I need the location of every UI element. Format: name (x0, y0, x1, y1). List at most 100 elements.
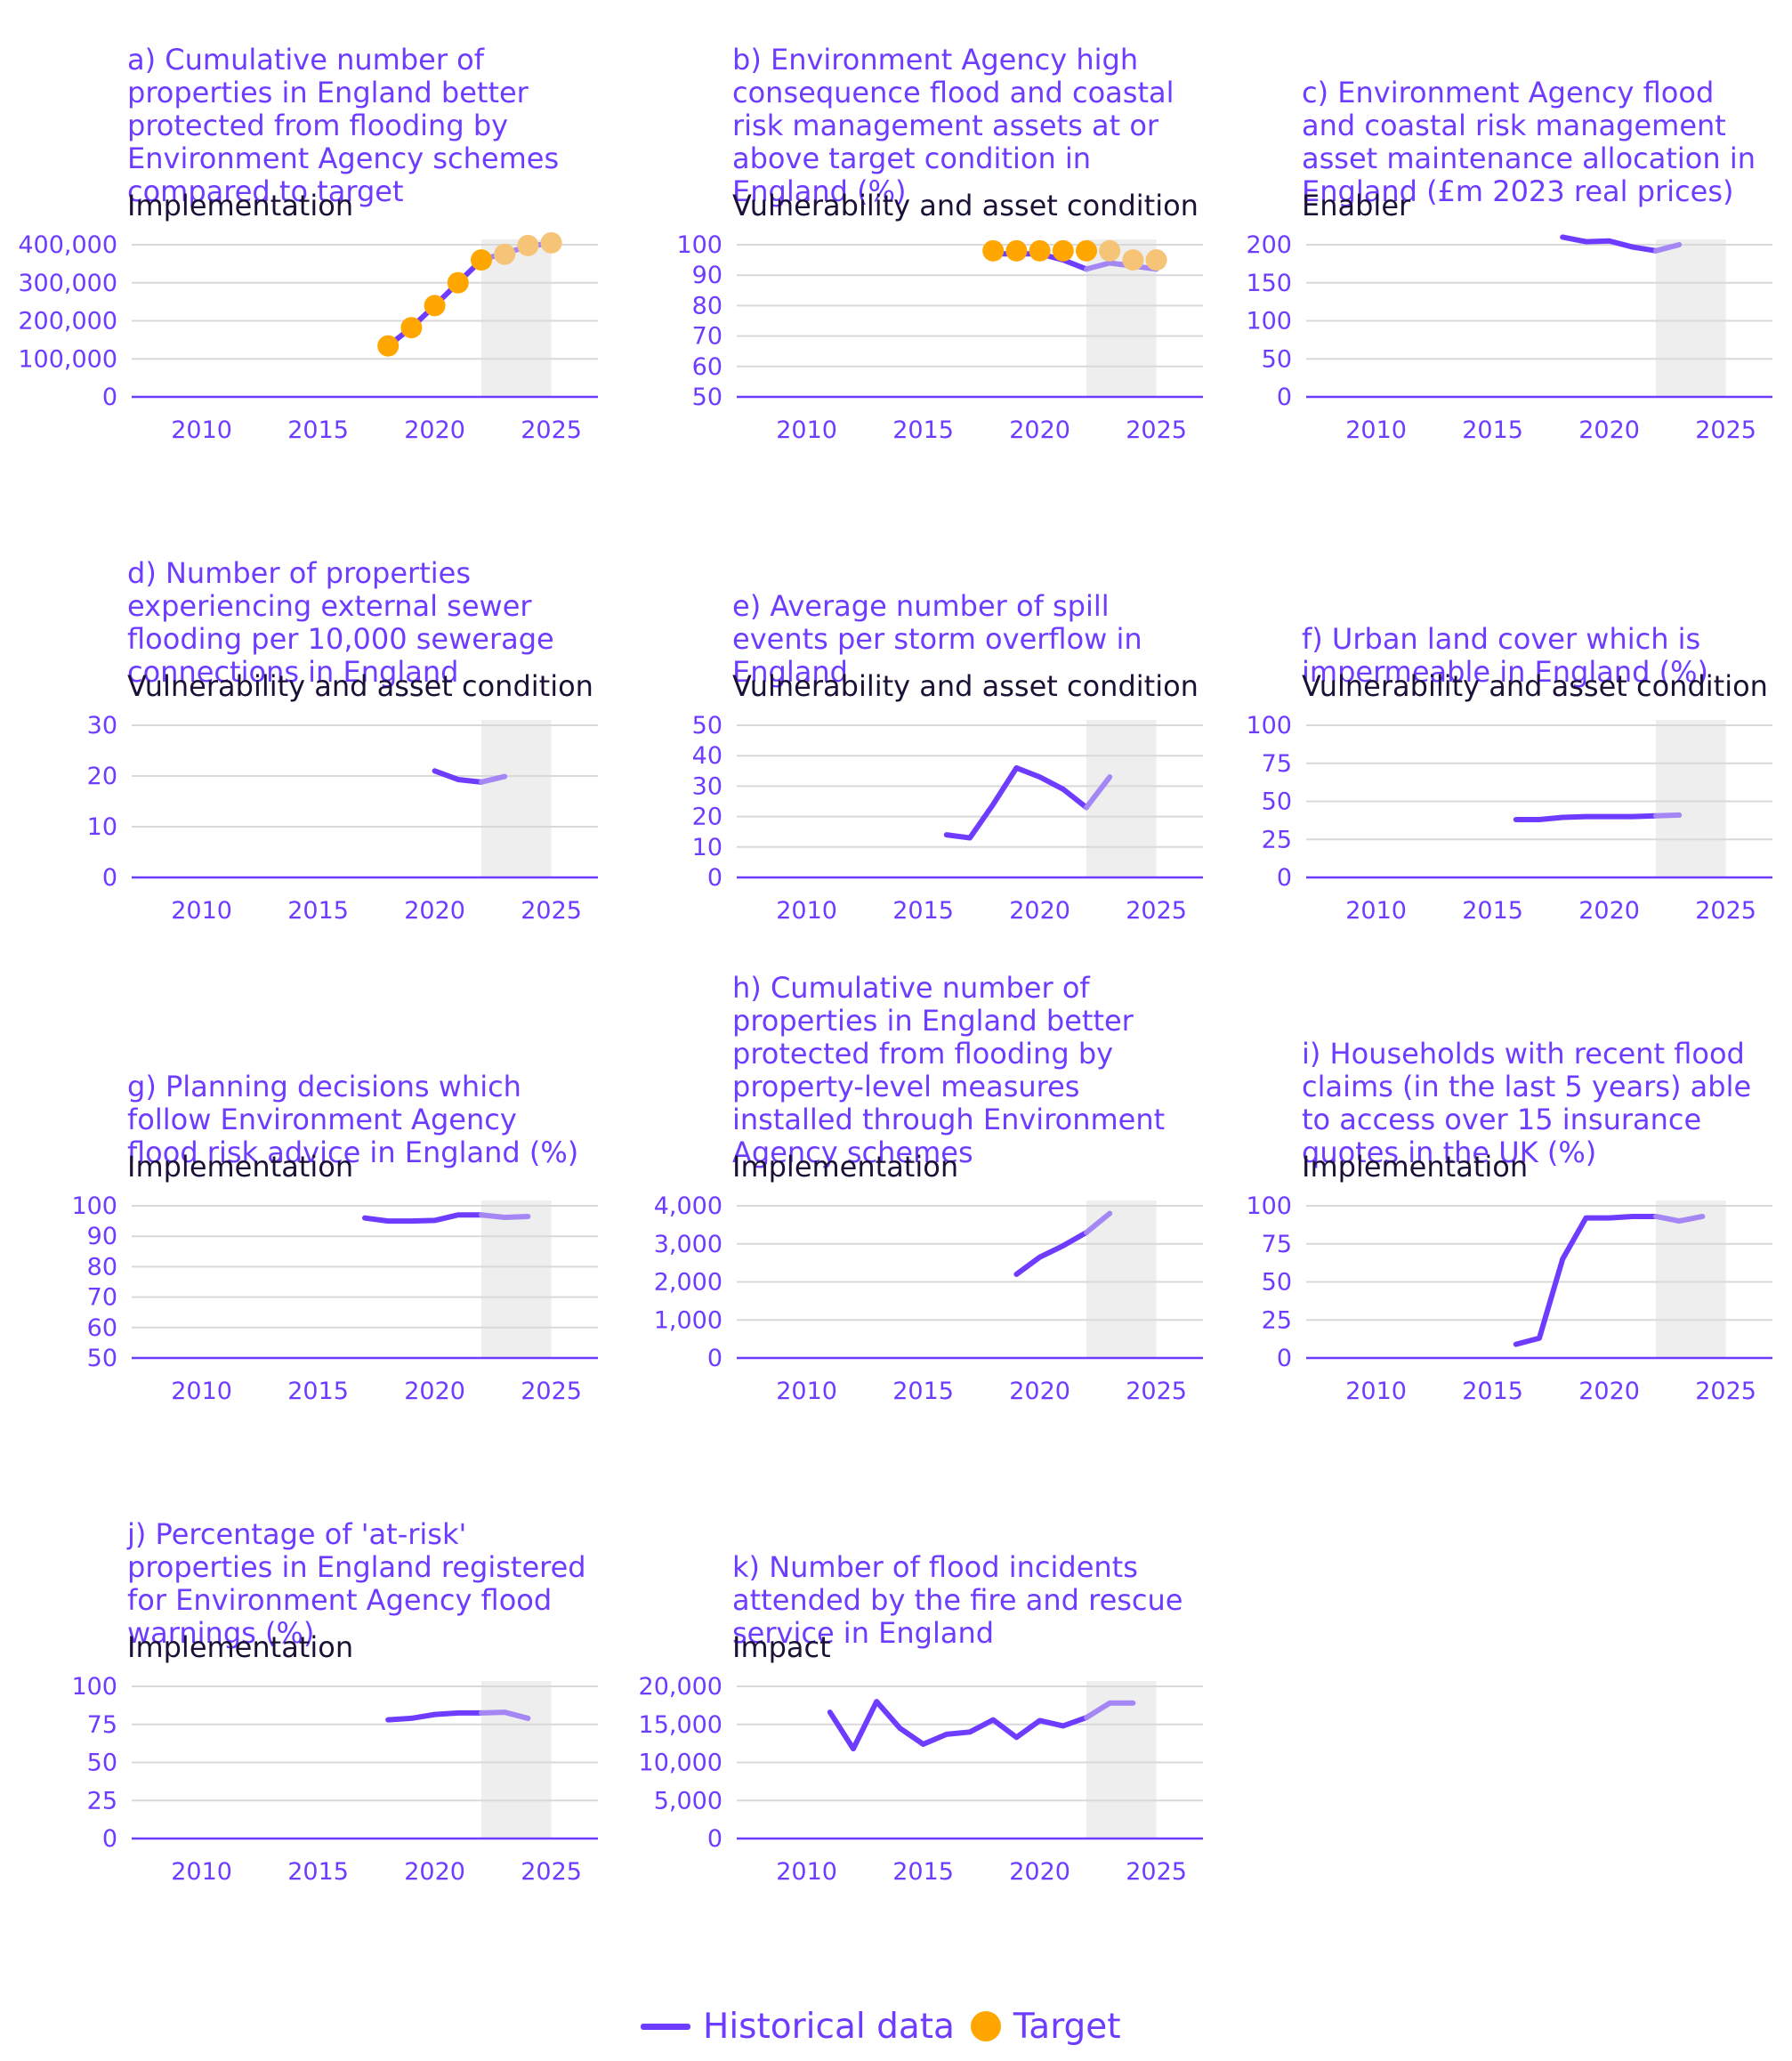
x-tick-label: 2010 (776, 1378, 837, 1405)
series-line-projected (1084, 1700, 1136, 1721)
y-tick-label: 0 (1277, 384, 1292, 411)
y-tick-label: 75 (1262, 750, 1292, 778)
y-tick-label: 100 (71, 1673, 117, 1701)
shaded-region (1656, 239, 1726, 397)
chart-title: h) Cumulative number of properties in En… (732, 971, 1166, 1169)
x-tick-label: 2020 (1578, 897, 1640, 925)
shaded-region (481, 720, 552, 877)
chart-title: a) Cumulative number of properties in En… (127, 43, 560, 208)
x-tick-label: 2020 (404, 1858, 465, 1886)
y-tick-label: 80 (692, 292, 722, 319)
chart-title: i) Households with recent flood claims (… (1302, 1037, 1752, 1169)
series-line-projected (1084, 260, 1159, 272)
series-line-historical (1013, 1229, 1089, 1277)
x-tick-label: 2020 (1009, 1858, 1070, 1886)
y-tick-label: 200 (1246, 231, 1292, 259)
chart-plot: 0 25 50 75 100 2010 2015 2020 2025 (1246, 1192, 1772, 1405)
chart-subtitle: Vulnerability and asset condition (1302, 669, 1768, 703)
y-tick-label: 0 (707, 1345, 722, 1372)
chart-subtitle: Implementation (732, 1150, 959, 1184)
chart-subtitle: Vulnerability and asset condition (732, 669, 1199, 703)
chart-panel-f: f) Urban land cover which is impermeable… (1174, 481, 1772, 979)
y-tick-label: 0 (102, 384, 117, 411)
target-point (540, 231, 562, 254)
x-tick-label: 2015 (287, 416, 349, 444)
target-point (1029, 239, 1051, 262)
chart-subtitle: Implementation (127, 1150, 354, 1184)
chart-subtitle: Enabler (1302, 189, 1411, 222)
y-tick-label: 25 (1262, 1306, 1292, 1334)
y-tick-label: 3,000 (654, 1231, 722, 1258)
x-tick-label: 2010 (1345, 897, 1407, 925)
y-tick-label: 100 (1246, 712, 1292, 740)
series-line-projected (1653, 812, 1683, 819)
chart-panel-e: e) Average number of spill events per st… (605, 481, 1203, 979)
target-point (400, 317, 423, 339)
x-tick-label: 2015 (1462, 897, 1523, 925)
y-tick-label: 50 (1262, 1269, 1292, 1297)
y-tick-label: 0 (102, 864, 117, 892)
x-tick-label: 2010 (776, 416, 837, 444)
y-tick-label: 400,000 (18, 231, 117, 259)
shaded-region (481, 239, 552, 397)
target-point (1099, 239, 1121, 262)
y-tick-label: 60 (692, 353, 722, 381)
shaded-region (481, 1200, 552, 1358)
x-tick-label: 2020 (404, 416, 465, 444)
y-tick-label: 150 (1246, 270, 1292, 297)
series-line-projected (479, 1709, 531, 1721)
y-tick-label: 100 (676, 231, 722, 259)
series-line-projected (479, 239, 554, 263)
chart-plot: 0 50 100 150 200 2010 2015 2020 2025 (1246, 231, 1772, 444)
x-tick-label: 2025 (521, 1378, 582, 1405)
chart-plot: 0 10 20 30 2010 2015 2020 2025 (87, 712, 598, 925)
x-tick-label: 2020 (404, 1378, 465, 1405)
y-tick-label: 90 (692, 262, 722, 289)
legend-item-historical: Historical data (641, 2007, 955, 2047)
chart-panel-b: b) Environment Agency high consequence f… (605, 0, 1203, 498)
y-tick-label: 60 (87, 1314, 117, 1342)
x-tick-label: 2020 (1578, 1378, 1640, 1405)
series-line-historical (385, 1709, 484, 1723)
chart-subtitle: Implementation (1302, 1150, 1529, 1184)
chart-title: b) Environment Agency high consequence f… (732, 43, 1174, 208)
legend: Historical data Target (641, 2006, 1121, 2047)
target-point (1122, 249, 1144, 271)
x-tick-label: 2010 (1345, 1378, 1407, 1405)
chart-plot: 0 1,000 2,000 3,000 4,000 2010 2015 2020 2025 (654, 1192, 1203, 1405)
y-tick-label: 40 (692, 742, 722, 770)
y-tick-label: 75 (87, 1711, 117, 1739)
x-tick-label: 2025 (1126, 416, 1187, 444)
x-tick-label: 2010 (171, 416, 232, 444)
y-tick-label: 1,000 (654, 1306, 722, 1334)
series-line-historical (1560, 234, 1659, 254)
chart-title: f) Urban land cover which is impermeable… (1302, 622, 1708, 689)
y-tick-label: 90 (87, 1223, 117, 1250)
y-tick-label: 20 (692, 804, 722, 831)
legend-line-swatch (641, 2023, 690, 2030)
x-tick-label: 2010 (171, 1378, 232, 1405)
chart-title: g) Planning decisions which follow Envir… (127, 1070, 579, 1169)
target-point (424, 295, 446, 317)
y-tick-label: 30 (692, 772, 722, 800)
x-tick-label: 2020 (404, 897, 465, 925)
y-tick-label: 100 (1246, 1192, 1292, 1220)
y-tick-label: 0 (102, 1825, 117, 1853)
y-tick-label: 70 (87, 1284, 117, 1312)
x-tick-label: 2020 (1009, 416, 1070, 444)
x-tick-label: 2015 (892, 416, 954, 444)
y-tick-label: 0 (707, 864, 722, 892)
x-tick-label: 2025 (1695, 897, 1756, 925)
x-tick-label: 2025 (521, 416, 582, 444)
chart-title: j) Percentage of 'at-risk' properties in… (127, 1517, 586, 1650)
series-line-historical (943, 764, 1089, 841)
chart-plot: 0 25 50 75 100 2010 2015 2020 2025 (71, 1673, 598, 1886)
y-tick-label: 50 (87, 1750, 117, 1777)
target-point (494, 243, 516, 265)
y-tick-label: 50 (1262, 345, 1292, 373)
y-tick-label: 50 (1262, 788, 1292, 816)
target-point (517, 234, 539, 256)
